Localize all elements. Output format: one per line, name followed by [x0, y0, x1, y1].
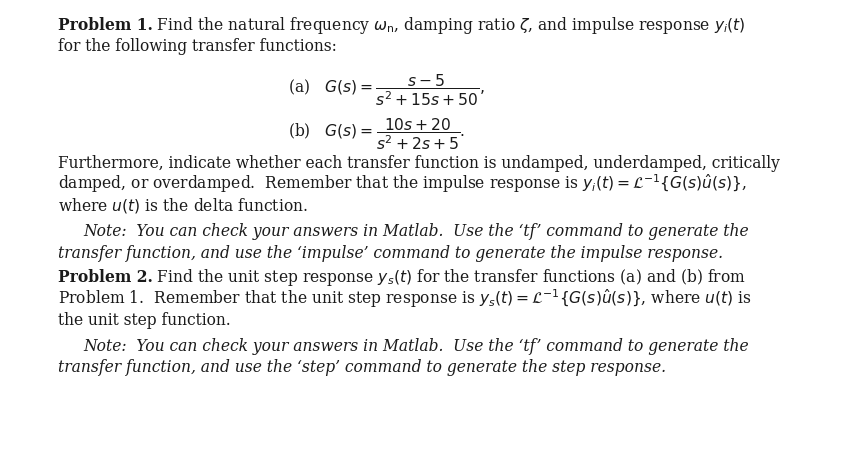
Text: where $u(t)$ is the delta function.: where $u(t)$ is the delta function. — [58, 196, 307, 215]
Text: for the following transfer functions:: for the following transfer functions: — [58, 38, 336, 55]
Text: (b)   $G(s) = \dfrac{10s + 20}{s^2 + 2s + 5}.$: (b) $G(s) = \dfrac{10s + 20}{s^2 + 2s + … — [288, 117, 465, 152]
Text: Problem 2.: Problem 2. — [58, 269, 152, 286]
Text: transfer function, and use the ‘impulse’ command to generate the impulse respons: transfer function, and use the ‘impulse’… — [58, 244, 722, 261]
Text: Find the unit step response $y_s(t)$ for the transfer functions (a) and (b) from: Find the unit step response $y_s(t)$ for… — [152, 267, 746, 288]
Text: Problem 1.  Remember that the unit step response is $y_s(t) = \mathcal{L}^{-1}\{: Problem 1. Remember that the unit step r… — [58, 286, 751, 309]
Text: Note:  You can check your answers in Matlab.  Use the ‘tf’ command to generate t: Note: You can check your answers in Matl… — [83, 223, 749, 239]
Text: transfer function, and use the ‘step’ command to generate the step response.: transfer function, and use the ‘step’ co… — [58, 358, 666, 375]
Text: Find the natural frequency $\omega_\mathrm{n}$, damping ratio $\zeta$, and impul: Find the natural frequency $\omega_\math… — [152, 15, 746, 36]
Text: damped, or overdamped.  Remember that the impulse response is $y_i(t) = \mathcal: damped, or overdamped. Remember that the… — [58, 172, 747, 195]
Text: Furthermore, indicate whether each transfer function is undamped, underdamped, c: Furthermore, indicate whether each trans… — [58, 155, 779, 171]
Text: (a)   $G(s) = \dfrac{s - 5}{s^2 + 15s + 50},$: (a) $G(s) = \dfrac{s - 5}{s^2 + 15s + 50… — [288, 73, 484, 108]
Text: Problem 1.: Problem 1. — [58, 17, 152, 33]
Text: Note:  You can check your answers in Matlab.  Use the ‘tf’ command to generate t: Note: You can check your answers in Matl… — [83, 337, 749, 354]
Text: the unit step function.: the unit step function. — [58, 312, 230, 328]
